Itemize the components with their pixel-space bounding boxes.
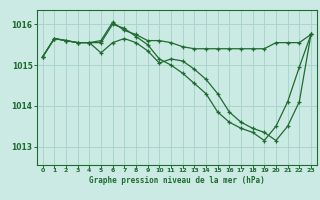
X-axis label: Graphe pression niveau de la mer (hPa): Graphe pression niveau de la mer (hPa) (89, 176, 265, 185)
